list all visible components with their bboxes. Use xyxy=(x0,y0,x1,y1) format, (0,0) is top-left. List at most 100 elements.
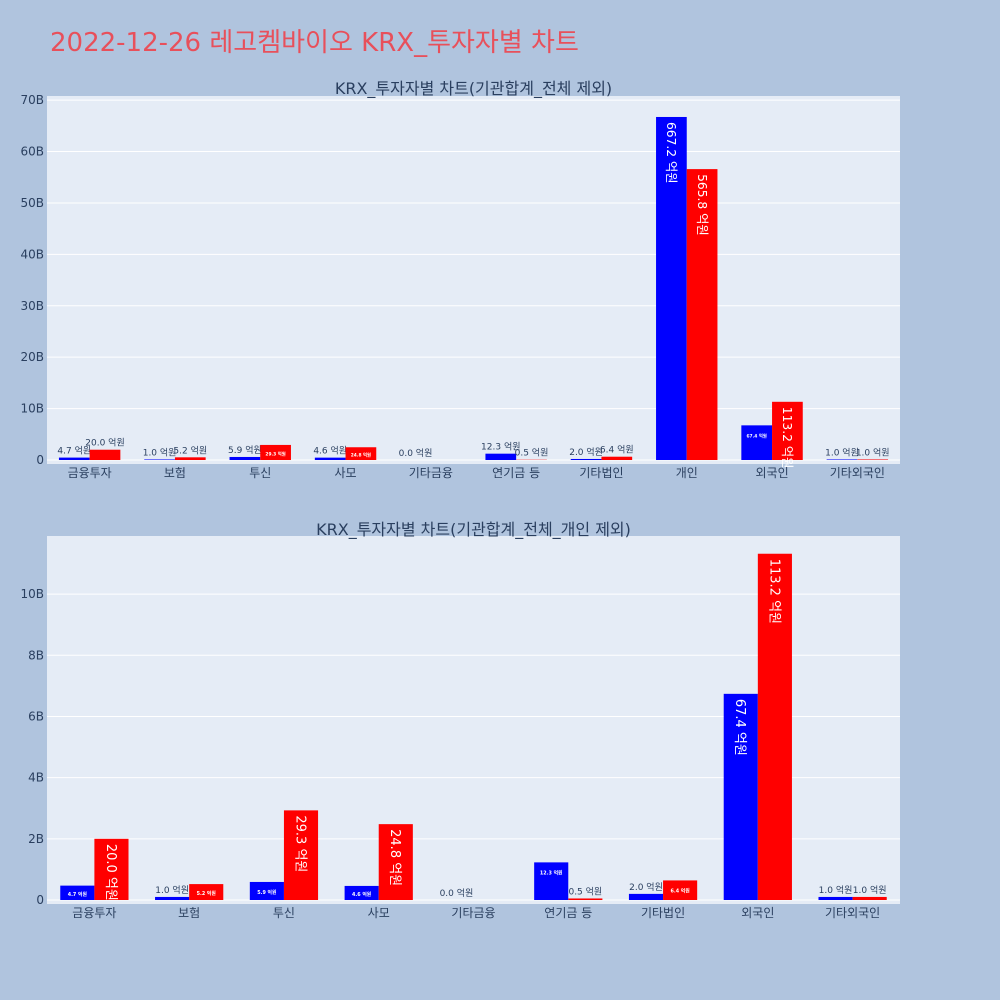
bar-buy[interactable] xyxy=(570,458,602,460)
data-label: 67.4 억원 xyxy=(732,699,747,756)
data-label: 24.8 억원 xyxy=(351,452,371,459)
y-tick-label: 70B xyxy=(20,93,44,107)
bar-sell[interactable] xyxy=(601,456,633,460)
data-label: 24.8 억원 xyxy=(387,829,402,886)
data-label: 4.6 억원 xyxy=(313,445,347,457)
bar-buy[interactable] xyxy=(628,893,664,900)
data-label: 5.9 억원 xyxy=(228,444,262,456)
x-tick-label: 외국인 xyxy=(741,906,774,920)
x-tick-label: 투신 xyxy=(273,906,295,920)
data-label: 1.0 억원 xyxy=(825,446,859,458)
data-label: 5.9 억원 xyxy=(257,889,277,896)
bar-sell[interactable] xyxy=(568,898,603,900)
data-label: 4.6 억원 xyxy=(352,891,372,898)
chart-bottom: KRX_투자자별 차트(기관합계_전체_개인 제외) 0 2B 4B 6B 8B 10B 금융… xyxy=(20,520,900,920)
data-label: 0.0 억원 xyxy=(399,447,433,459)
bar-buy[interactable] xyxy=(818,896,853,900)
bar-buy[interactable] xyxy=(229,456,261,460)
x-tick-label: 금융투자 xyxy=(72,906,116,920)
data-label: 12.3 억원 xyxy=(540,869,563,876)
bar-buy[interactable] xyxy=(155,896,190,900)
data-label: 20.0 억원 xyxy=(103,844,118,901)
bar-sell[interactable] xyxy=(189,884,224,900)
data-label: 29.3 억원 xyxy=(265,450,285,457)
data-label: 113.2 억원 xyxy=(766,559,781,624)
data-label: 12.3 억원 xyxy=(481,441,520,453)
data-label: 0.5 억원 xyxy=(515,447,549,459)
bar-sell[interactable] xyxy=(772,401,803,460)
data-label: 6.4 억원 xyxy=(600,444,634,456)
x-tick-label: 기타법인 xyxy=(579,466,623,480)
y-tick-label: 2B xyxy=(28,832,44,846)
bar-sell[interactable] xyxy=(345,447,377,460)
data-label: 29.3 억원 xyxy=(292,815,307,872)
bar-sell[interactable] xyxy=(174,457,206,460)
data-label: 1.0 억원 xyxy=(819,884,853,896)
x-tick-label: 기타외국인 xyxy=(825,906,880,920)
data-label: 2.0 억원 xyxy=(569,446,603,458)
x-tick-label: 보험 xyxy=(164,466,186,480)
data-label: 565.8 억원 xyxy=(695,174,709,236)
bar-sell[interactable] xyxy=(857,459,889,460)
y-tick-label: 60B xyxy=(20,145,44,159)
data-label: 667.2 억원 xyxy=(664,122,678,184)
data-label: 20.0 억원 xyxy=(85,437,124,449)
bar-sell[interactable] xyxy=(378,824,413,900)
y-tick-label: 20B xyxy=(20,350,44,364)
bar-sell[interactable] xyxy=(94,838,129,900)
data-label: 2.0 억원 xyxy=(629,881,663,893)
bar-buy[interactable] xyxy=(344,885,379,900)
x-tick-label: 기타금융 xyxy=(451,906,495,920)
bar-sell[interactable] xyxy=(89,449,121,460)
data-label: 1.0 억원 xyxy=(143,446,177,458)
bar-sell[interactable] xyxy=(260,444,291,460)
bar-buy[interactable] xyxy=(58,457,90,460)
x-tick-label: 금융투자 xyxy=(68,466,112,480)
x-tick-label: 연기금 등 xyxy=(492,466,540,480)
x-tick-label: 사모 xyxy=(335,466,357,480)
data-label: 0.5 억원 xyxy=(568,885,602,897)
data-label: 0.0 억원 xyxy=(440,887,474,899)
plot-area xyxy=(47,96,900,464)
bar-buy[interactable] xyxy=(485,453,517,460)
bar-buy[interactable] xyxy=(249,881,284,900)
data-label: 113.2 억원 xyxy=(780,407,794,469)
bar-buy[interactable] xyxy=(741,425,773,460)
bar-buy[interactable] xyxy=(656,116,687,461)
bar-buy[interactable] xyxy=(60,885,95,900)
x-tick-label: 외국인 xyxy=(755,466,788,480)
chart-title: KRX_투자자별 차트(기관합계_전체 제외) xyxy=(335,79,612,99)
x-tick-label: 사모 xyxy=(368,906,390,920)
data-label: 1.0 억원 xyxy=(856,446,890,458)
x-tick-label: 기타법인 xyxy=(641,906,685,920)
x-tick-label: 개인 xyxy=(676,466,698,480)
bar-buy[interactable] xyxy=(534,862,569,900)
page-title: 2022-12-26 레고켐바이오 KRX_투자자별 차트 xyxy=(50,28,579,58)
y-tick-label: 6B xyxy=(28,709,44,723)
y-tick-label: 40B xyxy=(20,247,44,261)
bar-buy[interactable] xyxy=(723,693,758,900)
y-tick-label: 0 xyxy=(36,893,44,907)
y-tick-label: 4B xyxy=(28,771,44,785)
bar-sell[interactable] xyxy=(686,169,718,461)
x-tick-label: 기타금융 xyxy=(409,466,453,480)
y-tick-label: 30B xyxy=(20,299,44,313)
data-label: 4.7 억원 xyxy=(68,891,88,898)
data-label: 5.2 억원 xyxy=(173,444,207,456)
bar-sell[interactable] xyxy=(852,896,887,900)
bar-buy[interactable] xyxy=(314,457,346,460)
data-label: 6.4 억원 xyxy=(670,887,690,894)
data-label: 1.0 억원 xyxy=(155,884,189,896)
bar-sell[interactable] xyxy=(757,553,792,900)
bar-sell[interactable] xyxy=(663,880,698,900)
chart-title: KRX_투자자별 차트(기관합계_전체_개인 제외) xyxy=(316,520,631,540)
bar-sell[interactable] xyxy=(283,810,319,900)
x-tick-label: 연기금 등 xyxy=(544,906,592,920)
x-tick-label: 보험 xyxy=(178,906,200,920)
y-tick-label: 0 xyxy=(36,453,44,467)
data-label: 5.2 억원 xyxy=(197,890,217,897)
y-tick-label: 10B xyxy=(20,402,44,416)
bar-buy[interactable] xyxy=(144,459,175,460)
bar-buy[interactable] xyxy=(826,459,858,460)
